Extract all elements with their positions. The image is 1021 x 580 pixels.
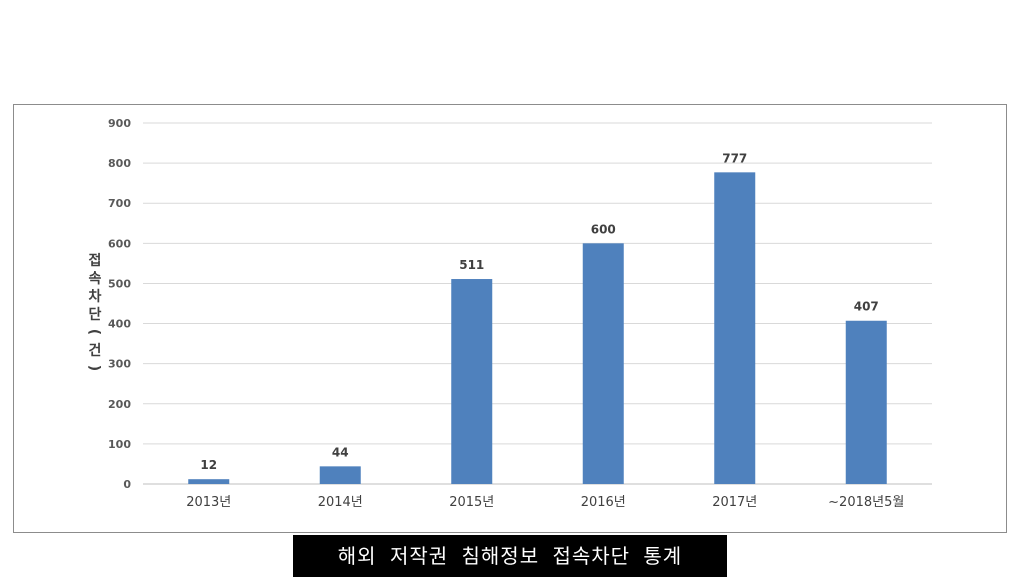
y-axis-label: 접속차단 ( 건): [86, 253, 102, 371]
y-axis-label-char: 접: [89, 253, 102, 269]
chart-frame: 0 100 200 300 400 500 600 700 800 900 12 44 511 600 7…: [13, 104, 1007, 533]
bar-value-label: 600: [591, 222, 616, 236]
y-tick-label: 700: [108, 197, 131, 210]
x-tick-label: 2014년: [318, 495, 363, 510]
bar-value-label: 407: [854, 300, 879, 314]
y-axis-ticks: 0 100 200 300 400 500 600 700 800 900: [108, 117, 131, 491]
gridlines: [143, 122, 932, 485]
bar-chart: 0 100 200 300 400 500 600 700 800 900 12 44 511 600 7…: [86, 117, 932, 510]
x-tick-label: ~2018년5월: [828, 495, 904, 510]
y-axis-label-char: ): [86, 365, 102, 371]
y-tick-label: 900: [108, 117, 131, 130]
y-tick-label: 800: [108, 157, 131, 170]
x-tick-label: 2015년: [449, 495, 494, 510]
bar-value-label: 44: [332, 445, 349, 459]
bar: [451, 279, 493, 484]
bar: [845, 320, 887, 484]
y-tick-label: 200: [108, 398, 131, 411]
bar: [582, 243, 624, 484]
data-labels: 12 44 511 600 777 407: [200, 151, 878, 472]
y-axis-label-char: 건: [89, 342, 102, 359]
x-tick-label: 2013년: [186, 495, 231, 510]
x-axis-ticks: 2013년 2014년 2015년 2016년 2017년 ~2018년5월: [186, 495, 904, 510]
bar: [188, 479, 230, 484]
x-tick-label: 2016년: [581, 495, 626, 510]
y-tick-label: 600: [108, 237, 131, 250]
x-tick-label: 2017년: [712, 495, 757, 510]
bar: [714, 172, 756, 484]
bars: [188, 172, 887, 484]
bar-value-label: 777: [722, 151, 747, 165]
y-tick-label: 500: [108, 277, 131, 290]
bar-value-label: 511: [459, 258, 484, 272]
y-tick-label: 100: [108, 438, 131, 451]
y-axis-label-char: 속: [89, 271, 102, 287]
y-axis-label-char: (: [86, 329, 102, 335]
y-axis-label-char: 차: [89, 289, 102, 305]
bar: [319, 466, 361, 484]
chart-caption: 해외 저작권 침해정보 접속차단 통계: [293, 535, 727, 577]
y-tick-label: 300: [108, 358, 131, 371]
y-tick-label: 400: [108, 318, 131, 331]
y-axis-label-char: 단: [89, 306, 102, 323]
bar-value-label: 12: [200, 458, 217, 472]
y-tick-label: 0: [123, 478, 131, 491]
